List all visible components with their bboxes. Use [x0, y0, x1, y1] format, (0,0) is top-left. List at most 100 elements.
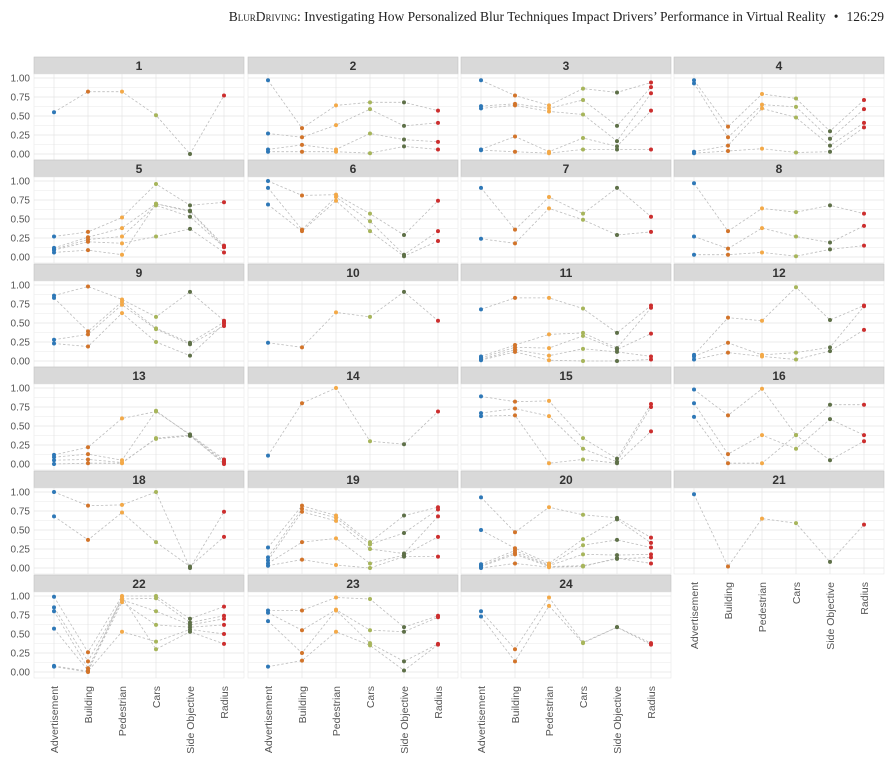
connector-line: [268, 597, 439, 628]
data-point: [120, 299, 124, 304]
y-tick-label: 0.50: [11, 319, 31, 330]
data-point: [334, 310, 338, 315]
data-point: [547, 106, 551, 111]
data-point: [513, 93, 517, 98]
connector-line: [267, 511, 439, 561]
data-point: [266, 610, 270, 615]
data-point: [726, 350, 730, 355]
data-point: [222, 632, 226, 636]
data-point: [120, 594, 124, 599]
y-tick-label: 1.00: [11, 74, 31, 85]
data-point: [300, 401, 304, 406]
y-tick-label: 0.25: [11, 649, 31, 660]
connector-line: [53, 595, 225, 673]
data-point: [513, 134, 517, 139]
data-point: [266, 664, 270, 669]
data-point: [649, 405, 653, 409]
data-point: [368, 131, 372, 136]
facet-label: 22: [132, 577, 146, 591]
data-point: [794, 357, 798, 362]
data-point: [300, 658, 304, 663]
connector-line: [693, 402, 865, 455]
facet-label: 16: [772, 369, 786, 383]
data-point: [692, 78, 696, 83]
data-point: [222, 613, 226, 618]
data-point: [368, 107, 372, 112]
connector-line: [480, 79, 652, 106]
connector-line: [693, 83, 865, 140]
data-point: [154, 622, 158, 627]
facet-label: 13: [132, 369, 146, 383]
data-point: [436, 120, 440, 125]
data-point: [513, 406, 517, 411]
data-point: [547, 414, 551, 419]
data-point: [615, 330, 619, 335]
data-point: [581, 211, 585, 216]
data-point: [86, 670, 90, 674]
data-point: [649, 331, 653, 336]
facet-label: 6: [350, 162, 357, 176]
y-tick-label: 0.00: [11, 564, 31, 575]
data-point: [547, 346, 551, 351]
facet-panel: [673, 487, 885, 575]
data-point: [300, 608, 304, 613]
page-number: 126:29: [846, 9, 884, 24]
data-point: [649, 357, 653, 362]
data-point: [86, 344, 90, 349]
data-point: [794, 210, 798, 215]
connector-line: [267, 291, 439, 348]
data-point: [726, 452, 730, 457]
data-point: [649, 540, 653, 545]
x-tick-label: Side Objective: [612, 686, 624, 754]
data-point: [222, 509, 226, 514]
data-point: [479, 236, 483, 241]
data-point: [334, 562, 338, 567]
facet-label: 1: [136, 59, 143, 73]
data-point: [86, 329, 90, 334]
data-point: [402, 232, 406, 237]
data-point: [726, 143, 730, 148]
data-point: [862, 439, 866, 444]
data-point: [581, 512, 585, 517]
data-point: [86, 229, 90, 234]
data-point: [52, 295, 56, 300]
data-point: [86, 503, 90, 508]
data-point: [368, 547, 372, 551]
data-point: [120, 502, 124, 507]
data-point: [760, 106, 764, 111]
data-point: [402, 531, 406, 536]
data-point: [547, 398, 551, 403]
data-point: [547, 109, 551, 114]
connector-line: [53, 410, 225, 462]
data-point: [154, 639, 158, 644]
data-point: [52, 609, 56, 614]
data-point: [120, 89, 124, 94]
connector-line: [53, 312, 225, 357]
data-point: [154, 201, 158, 206]
data-point: [649, 214, 653, 219]
data-point: [547, 353, 551, 358]
x-tick-label: Radius: [859, 582, 871, 615]
y-tick-label: 0.75: [11, 611, 31, 622]
data-point: [760, 461, 764, 466]
connector-line: [693, 329, 865, 360]
data-point: [547, 194, 551, 199]
data-point: [436, 615, 440, 620]
running-header: BlurDriving: Investigating How Personali…: [229, 9, 884, 25]
data-point: [615, 139, 619, 144]
data-point: [222, 534, 226, 539]
data-point: [862, 433, 866, 438]
data-point: [760, 318, 764, 323]
data-point: [188, 433, 192, 438]
data-point: [300, 142, 304, 147]
x-tick-label: Pedestrian: [757, 582, 769, 632]
connector-line: [480, 297, 652, 334]
data-point: [692, 401, 696, 406]
x-tick-label: Building: [510, 686, 522, 724]
x-tick-label: Pedestrian: [544, 686, 556, 736]
connector-line: [480, 110, 652, 153]
connector-line: [53, 91, 225, 155]
data-point: [86, 284, 90, 289]
y-tick-label: 0.75: [11, 507, 31, 518]
data-point: [649, 80, 653, 85]
